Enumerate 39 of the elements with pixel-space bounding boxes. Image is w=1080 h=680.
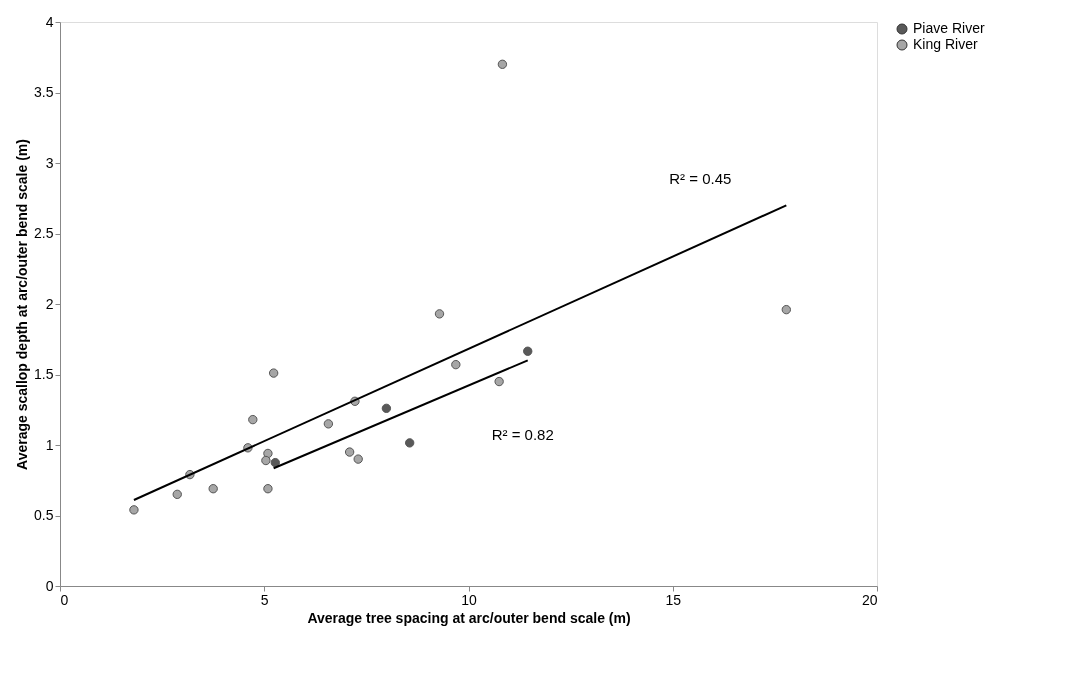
y-tick-label: 2.5 — [34, 225, 54, 241]
x-tick-label: 10 — [461, 591, 477, 608]
x-tick-label: 0 — [60, 591, 69, 608]
point — [263, 484, 273, 494]
annotation: R² = 0.45 — [669, 170, 732, 188]
point — [248, 414, 258, 425]
point — [129, 505, 139, 515]
x-tick-label: 5 — [260, 591, 269, 608]
point — [344, 447, 355, 457]
y-tick-label: 2 — [45, 295, 54, 312]
legend-label: Piave River — [913, 20, 985, 36]
y-tick-label: 1 — [45, 436, 54, 453]
point — [208, 484, 218, 494]
point — [268, 368, 279, 378]
point — [523, 346, 533, 356]
y-tick-label: 0 — [45, 577, 54, 594]
y-tick-label: 0.5 — [34, 507, 54, 523]
point — [381, 403, 392, 414]
y-axis-title: Average scallop depth at arc/outer bend scale (m) — [14, 139, 31, 470]
point — [434, 309, 445, 319]
x-axis-title: Average tree spacing at arc/outer bend scale (m) — [307, 609, 631, 626]
y-tick-label: 3.5 — [34, 84, 54, 100]
annotation: R² = 0.82 — [491, 426, 554, 444]
point — [781, 304, 791, 315]
point — [404, 438, 415, 448]
point — [494, 376, 504, 387]
point — [172, 489, 182, 500]
point — [353, 454, 363, 464]
x-tick-label: 20 — [861, 591, 878, 608]
legend-label: King River — [913, 36, 978, 52]
point — [261, 455, 271, 466]
point — [497, 59, 508, 69]
y-tick-label: 1.5 — [34, 366, 54, 382]
x-tick-label: 15 — [665, 591, 682, 608]
y-tick-label: 4 — [45, 13, 54, 30]
point — [323, 419, 334, 429]
y-tick-label: 3 — [45, 154, 54, 171]
point — [270, 457, 280, 468]
point — [451, 359, 461, 370]
